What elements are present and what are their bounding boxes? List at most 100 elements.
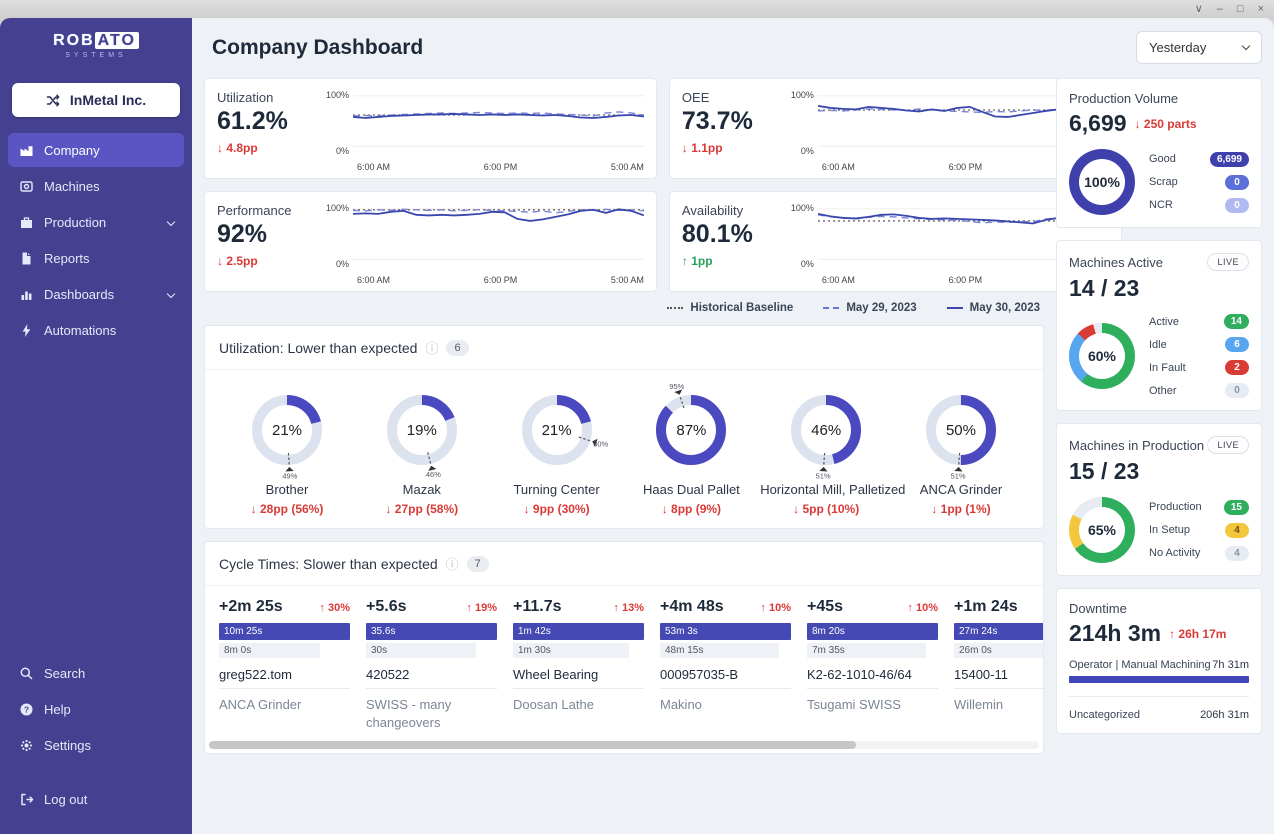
sidebar-item-dashboards[interactable]: Dashboards [8, 277, 184, 311]
downtime-row[interactable]: Uncategorized 206h 31m [1069, 709, 1249, 721]
downtime-row[interactable]: Operator | Manual Machining 7h 31m [1069, 659, 1249, 671]
machine-name: ANCA Grinder [219, 697, 302, 712]
svg-text:30%: 30% [593, 440, 608, 449]
legend-label: NCR [1149, 199, 1173, 211]
cycle-time-item[interactable]: +11.7s ↑ 13% 1m 42s 1m 30s Wheel Bearing … [513, 598, 644, 731]
company-selector-button[interactable]: InMetal Inc. [12, 83, 180, 117]
downtime-duration: 7h 31m [1212, 659, 1249, 671]
logo-text-rob: ROB [53, 32, 95, 49]
sidebar-item-machines[interactable]: Machines [8, 169, 184, 203]
search-icon [18, 665, 34, 681]
window-minimize-icon[interactable]: – [1216, 2, 1223, 15]
app-window: ROB ATO SYSTEMS InMetal Inc. Company [0, 18, 1274, 834]
donut-value: 21% [271, 421, 303, 439]
info-icon[interactable]: ⓘ [445, 557, 459, 572]
legend-item-may30: May 30, 2023 [946, 302, 1040, 314]
donut-gauge-svg: 30% [521, 395, 608, 465]
kpi-card-utilization[interactable]: Utilization 61.2% ↓ 4.8pp 100% 0% 6:00 AM… [204, 78, 657, 179]
machine-utilization-donut[interactable]: 51% 46% Horizontal Mill, Palletized ↓ 5p… [760, 378, 905, 516]
legend-row-ncr: NCR 0 [1149, 197, 1249, 213]
sidebar-item-automations[interactable]: Automations [8, 313, 184, 347]
donut-center-value: 65% [1087, 522, 1117, 538]
cycle-delta-pct: ↑ 13% [613, 602, 644, 614]
gear-icon [18, 737, 34, 753]
panel-delta: ↓ 250 parts [1134, 116, 1197, 131]
company-name: InMetal Inc. [69, 92, 147, 108]
part-name: 420522 [366, 667, 497, 689]
count-pill: 0 [1225, 197, 1249, 213]
sidebar-item-label: Automations [44, 322, 117, 338]
cycle-delta: +2m 25s [219, 598, 283, 615]
machine-name: Brother [265, 482, 309, 497]
sidebar-item-label: Company [44, 142, 100, 158]
machine-delta: ↓ 27pp (58%) [385, 502, 459, 516]
part-name: K2-62-1010-46/64 [807, 667, 938, 689]
kpi-card-oee[interactable]: OEE 73.7% ↓ 1.1pp 100%0% 6:00 AM6:00 PM5… [668, 78, 1122, 179]
panel-title: Production Volume [1069, 91, 1179, 106]
y-axis-min: 0% [800, 259, 814, 269]
count-pill: 0 [1225, 174, 1249, 190]
cycle-time-item[interactable]: +1m 24s 27m 24s 26m 0s 15400-11 Willemin [954, 598, 1043, 731]
machine-utilization-donut[interactable]: 51% 50% ANCA Grinder ↓ 1pp (1%) [895, 378, 1027, 516]
x-tick: 6:00 PM [483, 275, 518, 285]
donut-gauge-svg: 49% [252, 395, 322, 480]
svg-text:?: ? [23, 704, 28, 714]
cycle-times-section-card: Cycle Times: Slower than expected ⓘ 7 +2… [204, 541, 1044, 755]
machine-utilization-donut[interactable]: 95% 87% Haas Dual Pallet ↓ 8pp (9%) [625, 378, 757, 516]
window-close-icon[interactable]: × [1257, 2, 1264, 15]
part-name: Wheel Bearing [513, 667, 644, 689]
live-badge: LIVE [1207, 436, 1249, 454]
kpi-sparkline-chart: 100% 0% 6:00 AM 6:00 PM 5:00 AM [321, 90, 644, 172]
section-title: Utilization: Lower than expected [219, 339, 418, 356]
page-title: Company Dashboard [212, 35, 424, 59]
cycle-time-item[interactable]: +4m 48s ↑ 10% 53m 3s 48m 15s 000957035-B … [660, 598, 791, 731]
x-tick: 6:00 AM [357, 162, 391, 172]
cycle-delta-pct: ↑ 30% [319, 602, 350, 614]
legend-label: Historical Baseline [690, 302, 794, 314]
x-tick: 6:00 PM [483, 162, 518, 172]
dashboard-content: Utilization 61.2% ↓ 4.8pp 100% 0% 6:00 AM… [192, 72, 1274, 755]
machine-utilization-donut[interactable]: 46% 19% Mazak ↓ 27pp (58%) [356, 378, 488, 516]
sidebar-item-reports[interactable]: Reports [8, 241, 184, 275]
sidebar-item-production[interactable]: Production [8, 205, 184, 239]
kpi-value: 92% [217, 220, 268, 248]
window-menu-icon[interactable]: ∨ [1194, 2, 1203, 15]
logout-button[interactable]: Log out [8, 782, 184, 816]
info-icon[interactable]: ⓘ [425, 341, 439, 356]
machine-utilization-donut[interactable]: 30% 21% Turning Center ↓ 9pp (30%) [491, 378, 623, 516]
svg-text:51%: 51% [951, 471, 966, 480]
legend-label: May 30, 2023 [969, 302, 1040, 314]
sidebar-footer: Search ? Help Settings [0, 656, 192, 768]
scrollbar-thumb[interactable] [209, 741, 857, 750]
kpi-card-performance[interactable]: Performance 92% ↓ 2.5pp 100% 0% 6:00 AM 6:… [204, 191, 657, 292]
kpi-card-availability[interactable]: Availability 80.1% ↑ 1pp 100% 0% 6:00 AM 6… [668, 191, 1122, 292]
logo-text-ato: ATO [94, 32, 139, 49]
cycle-time-item[interactable]: +5.6s ↑ 19% 35.6s 30s 420522 SWISS - many… [366, 598, 497, 731]
actual-time-bar: 27m 24s [954, 623, 1043, 640]
panel-delta: ↑ 26h 17m [1169, 626, 1227, 641]
donut-value: 46% [811, 421, 842, 439]
sidebar-item-settings[interactable]: Settings [8, 728, 184, 762]
kpi-label: Performance [217, 203, 292, 218]
y-axis-min: 0% [335, 146, 349, 156]
date-range-selector[interactable]: Yesterday [1136, 31, 1262, 64]
panel-value: 14 / 23 [1069, 275, 1140, 301]
sidebar-item-label: Search [44, 665, 86, 681]
count-pill: 0 [1225, 383, 1249, 398]
logout-label: Log out [44, 791, 88, 807]
legend-row-other: Other 0 [1149, 383, 1249, 398]
sidebar-item-help[interactable]: ? Help [8, 692, 184, 726]
cycle-time-item[interactable]: +2m 25s ↑ 30% 10m 25s 8m 0s greg522.tom A… [219, 598, 350, 731]
sidebar-item-company[interactable]: Company [8, 133, 184, 167]
sidebar-item-search[interactable]: Search [8, 656, 184, 690]
factory-icon [18, 142, 34, 158]
cycle-delta: +45s [807, 598, 844, 615]
cycle-time-item[interactable]: +45s ↑ 10% 8m 20s 7m 35s K2-62-1010-46/64… [807, 598, 938, 731]
machine-delta: ↓ 9pp (30%) [523, 502, 590, 516]
actual-time-bar: 35.6s [366, 623, 497, 640]
donut-gauge-svg: 51% [791, 395, 862, 480]
window-maximize-icon[interactable]: □ [1236, 2, 1244, 15]
panel-title: Downtime [1069, 601, 1127, 616]
machine-utilization-donut[interactable]: 49% 21% Brother ↓ 28pp (56%) [221, 378, 353, 516]
machine-name: Mazak [402, 482, 441, 497]
